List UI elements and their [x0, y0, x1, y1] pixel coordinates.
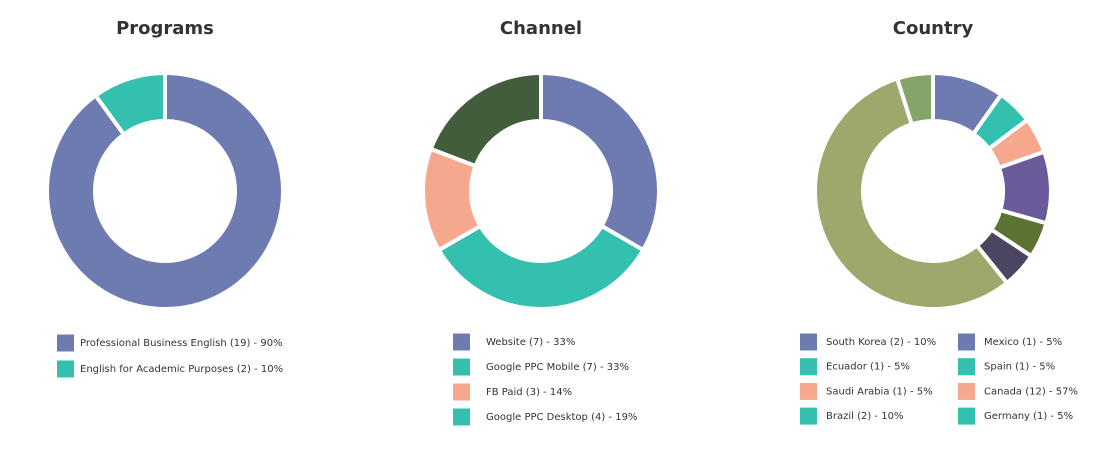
legend-swatch: [958, 382, 975, 400]
legend-swatch: [800, 407, 817, 425]
donut-slice: [45, 70, 285, 311]
donut-slice: [813, 76, 1010, 311]
legend-swatch: [453, 358, 470, 376]
legend-label: South Korea (2) - 10%: [826, 337, 936, 348]
donut-slice: [894, 70, 935, 127]
donut-slice: [92, 70, 167, 138]
legend-label: Spain (1) - 5%: [984, 362, 1055, 373]
legend-label: Germany (1) - 5%: [984, 411, 1073, 422]
legend-label: English for Academic Purposes (2) - 10%: [80, 364, 283, 375]
legend-swatch: [958, 333, 975, 351]
legend-swatch: [800, 333, 817, 351]
legend-label: Mexico (1) - 5%: [984, 337, 1062, 348]
legend-label: FB Paid (3) - 14%: [486, 387, 572, 398]
legend-swatch: [800, 382, 817, 400]
chart-title: Country: [893, 18, 974, 39]
legend-swatch: [453, 408, 470, 426]
legend-label: Saudi Arabia (1) - 5%: [826, 386, 933, 397]
legend-swatch: [800, 358, 817, 376]
legend-swatch: [958, 407, 975, 425]
legend-swatch: [57, 334, 74, 352]
legend-swatch: [453, 383, 470, 401]
legend-swatch: [57, 360, 74, 378]
legend-label: Website (7) - 33%: [486, 337, 575, 348]
chart-title: Channel: [500, 18, 582, 39]
legend-label: Google PPC Desktop (4) - 19%: [486, 412, 637, 423]
legend-label: Google PPC Mobile (7) - 33%: [486, 362, 629, 373]
legend-swatch: [958, 358, 975, 376]
chart-title: Programs: [116, 18, 214, 39]
donut-slice: [436, 223, 646, 311]
legend-label: Ecuador (1) - 5%: [826, 362, 910, 373]
legend-label: Brazil (2) - 10%: [826, 411, 903, 422]
legend-swatch: [453, 333, 470, 351]
donut-slice: [428, 70, 543, 169]
legend-label: Professional Business English (19) - 90%: [80, 338, 283, 349]
donut-slice: [539, 70, 661, 253]
legend-label: Canada (12) - 57%: [984, 386, 1078, 397]
